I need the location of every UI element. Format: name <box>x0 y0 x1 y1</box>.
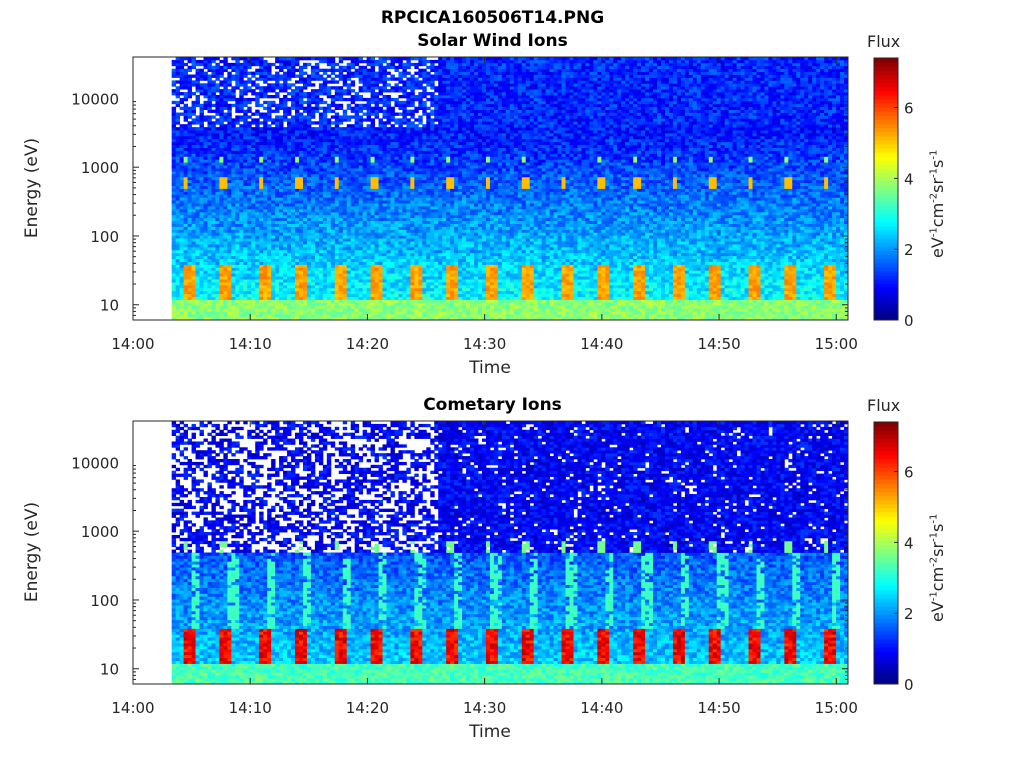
x-tick-label: 15:00 <box>815 699 858 717</box>
colorbar-frame <box>873 421 899 685</box>
panel-1-colorbar-label: Flux <box>867 32 900 51</box>
panel-2-ylabel: Energy (eV) <box>22 502 42 602</box>
y-tick-label: 10 <box>100 661 119 679</box>
colorbar-tick-label: 0 <box>904 676 914 694</box>
x-tick-label: 14:50 <box>697 699 740 717</box>
x-tick-label: 14:00 <box>111 335 154 353</box>
colorbar <box>874 422 898 685</box>
x-tick-label: 14:10 <box>229 699 272 717</box>
panel-2-xlabel: Time <box>0 722 980 742</box>
figure-title: RPCICA160506T14.PNG <box>0 8 985 28</box>
colorbar-tick-label: 2 <box>904 605 914 623</box>
colorbar-tick-label: 6 <box>904 464 914 482</box>
y-tick-label: 10000 <box>71 90 119 108</box>
panel-1-title: Solar Wind Ions <box>0 31 985 51</box>
colorbar-tick-label: 4 <box>904 534 914 552</box>
colorbar-tick-label: 6 <box>904 100 914 118</box>
axes-box <box>132 420 849 685</box>
heatmap-cells <box>171 57 849 321</box>
colorbar-tick-label: 0 <box>904 312 914 330</box>
panel-2-title: Cometary Ions <box>0 395 985 415</box>
x-tick-label: 14:50 <box>697 335 740 353</box>
axes-box <box>132 56 849 321</box>
y-tick-label: 1000 <box>81 523 119 541</box>
y-tick-label: 10000 <box>71 454 119 472</box>
y-tick-label: 10 <box>100 297 119 315</box>
x-tick-label: 14:40 <box>580 699 623 717</box>
x-tick-label: 14:30 <box>463 699 506 717</box>
y-tick-label: 100 <box>90 228 119 246</box>
panel-1-xlabel: Time <box>0 358 980 378</box>
x-tick-label: 14:30 <box>463 335 506 353</box>
y-tick-label: 100 <box>90 592 119 610</box>
x-tick-label: 15:00 <box>815 335 858 353</box>
x-tick-label: 14:10 <box>229 335 272 353</box>
y-tick-label: 1000 <box>81 159 119 177</box>
x-tick-label: 14:20 <box>346 699 389 717</box>
colorbar-tick-label: 4 <box>904 170 914 188</box>
x-tick-label: 14:40 <box>580 335 623 353</box>
heatmap-cells <box>171 421 849 685</box>
colorbar-tick-label: 2 <box>904 241 914 259</box>
panel-2-colorbar-label: Flux <box>867 396 900 415</box>
x-tick-label: 14:00 <box>111 699 154 717</box>
colorbar <box>874 58 898 321</box>
x-tick-label: 14:20 <box>346 335 389 353</box>
colorbar-frame <box>873 57 899 321</box>
panel-2-colorbar-unit: eV-1cm-2sr-1s-1 <box>928 514 947 622</box>
